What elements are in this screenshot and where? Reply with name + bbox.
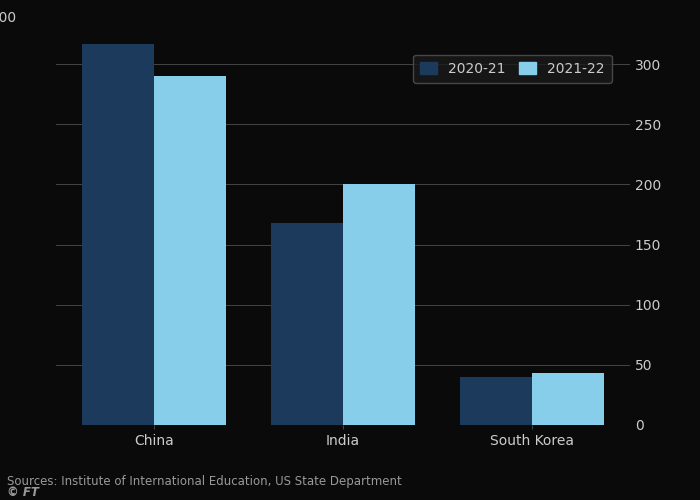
Bar: [532, 374, 604, 425]
Legend: 2020-21, 2021-22: 2020-21, 2021-22: [413, 54, 612, 82]
Bar: [271, 223, 343, 425]
Bar: [460, 377, 532, 425]
Bar: [82, 44, 154, 425]
Text: © FT: © FT: [7, 486, 39, 499]
Bar: [343, 184, 415, 425]
Text: '000: '000: [0, 10, 18, 24]
Text: Sources: Institute of International Education, US State Department: Sources: Institute of International Educ…: [7, 474, 402, 488]
Bar: [154, 76, 226, 425]
